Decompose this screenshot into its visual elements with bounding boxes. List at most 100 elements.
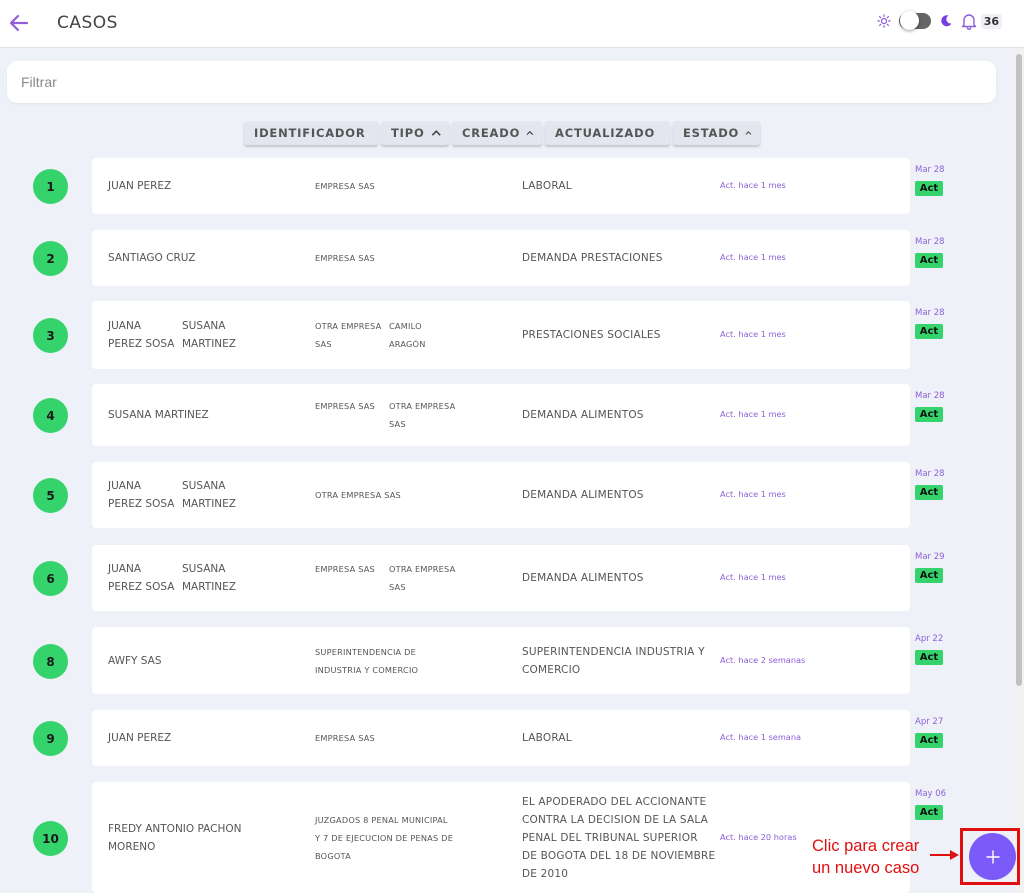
sort-label: ACTUALIZADO — [555, 126, 656, 140]
bell-icon[interactable] — [961, 12, 977, 30]
case-row: 9 JUAN PEREZ EMPRESA SAS LABORAL Act. hace 1… — [0, 710, 1000, 766]
case-card[interactable]: JUAN PEREZ EMPRESA SAS LABORAL Act. hace 1 … — [92, 158, 910, 214]
case-type: DEMANDA ALIMENTOS — [522, 569, 644, 587]
sort-label: CREADO — [462, 126, 521, 140]
notification-count-badge: 36 — [980, 13, 1002, 29]
case-company-line: OTRA EMPRESA — [389, 401, 456, 411]
case-card[interactable]: FREDY ANTONIO PACHON MORENO JUZGADOS 8 PEN… — [92, 782, 910, 893]
case-client-line: JUANA — [108, 320, 142, 332]
case-date: Mar 28 — [915, 469, 945, 479]
case-type-line: LABORAL — [522, 180, 572, 192]
status-badge[interactable]: Act — [915, 650, 943, 665]
case-type: PRESTACIONES SOCIALES — [522, 326, 661, 344]
case-row: 5 JUANA PEREZ SOSA SUSANA MARTINEZ OTRA EMPRE… — [0, 462, 1000, 528]
case-type-line: EL APODERADO DEL ACCIONANTE — [522, 796, 707, 808]
scrollbar[interactable] — [1014, 48, 1024, 893]
sort-tipo-button[interactable]: TIPO — [381, 121, 449, 145]
status-badge[interactable]: Act — [915, 181, 943, 196]
filter-input[interactable] — [7, 61, 996, 103]
sort-identificador-button[interactable]: IDENTIFICADOR — [244, 121, 378, 145]
status-badge[interactable]: Act — [915, 733, 943, 748]
case-number-badge[interactable]: 10 — [33, 821, 68, 856]
case-card[interactable]: JUAN PEREZ EMPRESA SAS LABORAL Act. hace 1 … — [92, 710, 910, 766]
case-type: LABORAL — [522, 729, 572, 747]
case-client-line: PEREZ SOSA — [108, 581, 175, 593]
case-card[interactable]: JUANA PEREZ SOSA SUSANA MARTINEZ EMPRESA SAS… — [92, 545, 910, 611]
case-date: Mar 28 — [915, 165, 945, 175]
case-company-line: SAS — [389, 582, 406, 592]
case-client-line: JUANA — [108, 563, 142, 575]
annotation-line-1: Clic para crear — [812, 837, 920, 855]
case-number-badge[interactable]: 5 — [33, 478, 68, 513]
case-type: LABORAL — [522, 177, 572, 195]
case-number-badge[interactable]: 1 — [33, 169, 68, 204]
case-company-line: OTRA EMPRESA — [389, 564, 456, 574]
case-client-line: SUSANA — [182, 563, 226, 575]
case-type-line: PRESTACIONES SOCIALES — [522, 329, 661, 341]
case-row: 3 JUANA PEREZ SOSA SUSANA MARTINEZ OTRA EMPRE… — [0, 301, 1000, 369]
status-badge[interactable]: Act — [915, 485, 943, 500]
case-date: Mar 28 — [915, 308, 945, 318]
chevron-up-icon — [745, 131, 752, 135]
case-client-line: SANTIAGO CRUZ — [108, 252, 196, 264]
case-number-badge[interactable]: 2 — [33, 241, 68, 276]
chevron-up-icon — [661, 132, 662, 134]
sort-creado-button[interactable]: CREADO — [452, 121, 542, 145]
sort-actualizado-button[interactable]: ACTUALIZADO — [545, 121, 670, 145]
case-number-badge[interactable]: 3 — [33, 318, 68, 353]
back-arrow-icon[interactable] — [8, 12, 30, 34]
case-company: OTRA EMPRESA SAS — [389, 397, 455, 433]
case-row: 6 JUANA PEREZ SOSA SUSANA MARTINEZ EMPRESA SA… — [0, 545, 1000, 611]
case-updated: Act. hace 2 semanas — [720, 655, 806, 665]
case-date: Apr 27 — [915, 717, 944, 727]
case-client: SUSANA MARTINEZ — [182, 317, 236, 353]
case-type: EL APODERADO DEL ACCIONANTE CONTRA LA DEC… — [522, 793, 715, 883]
case-card[interactable]: SANTIAGO CRUZ EMPRESA SAS DEMANDA PRESTACI… — [92, 230, 910, 286]
annotation-highlight-box — [960, 828, 1020, 885]
scrollbar-thumb[interactable] — [1016, 54, 1022, 686]
case-updated: Act. hace 1 mes — [720, 572, 786, 582]
case-updated: Act. hace 1 semana — [720, 732, 802, 742]
case-company: OTRA EMPRESA SAS — [389, 560, 455, 596]
case-card[interactable]: JUANA PEREZ SOSA SUSANA MARTINEZ OTRA EMPRES… — [92, 301, 910, 369]
case-type: DEMANDA PRESTACIONES — [522, 249, 663, 267]
case-row: 8 AWFY SAS SUPERINTENDENCIA DE INDUSTRIA Y … — [0, 627, 1000, 694]
case-client-line: SUSANA — [182, 480, 226, 492]
case-number-badge[interactable]: 9 — [33, 721, 68, 756]
case-type-line: PENAL DEL TRIBUNAL SUPERIOR — [522, 832, 698, 844]
case-client-line: PEREZ SOSA — [108, 498, 175, 510]
theme-toggle[interactable] — [898, 11, 931, 30]
case-company-line: INDUSTRIA Y COMERCIO — [315, 665, 419, 675]
case-number-badge[interactable]: 6 — [33, 561, 68, 596]
case-updated: Act. hace 1 mes — [720, 180, 786, 190]
case-number-badge[interactable]: 8 — [33, 644, 68, 679]
case-client-line: JUAN PEREZ — [108, 732, 172, 744]
case-client-line: MARTINEZ — [182, 338, 236, 350]
sort-estado-button[interactable]: ESTADO — [673, 121, 760, 145]
case-updated: Act. hace 1 mes — [720, 489, 786, 499]
top-bar: CASOS 36 — [0, 0, 1024, 48]
status-badge[interactable]: Act — [915, 568, 943, 583]
add-case-button[interactable] — [969, 833, 1016, 880]
case-company: JUZGADOS 8 PENAL MUNICIPAL Y 7 DE EJECUCI… — [315, 811, 453, 865]
status-badge[interactable]: Act — [915, 324, 943, 339]
status-badge[interactable]: Act — [915, 407, 943, 422]
case-number-badge[interactable]: 4 — [33, 398, 68, 433]
case-company-line: SAS — [315, 339, 332, 349]
status-badge[interactable]: Act — [915, 253, 943, 268]
sun-icon — [876, 14, 891, 28]
case-date: Apr 22 — [915, 634, 944, 644]
case-card[interactable]: JUANA PEREZ SOSA SUSANA MARTINEZ OTRA EMPRES… — [92, 462, 910, 528]
status-badge[interactable]: Act — [915, 805, 943, 820]
case-client-line: SUSANA — [182, 320, 226, 332]
annotation-line-2: un nuevo caso — [812, 859, 920, 877]
case-card[interactable]: SUSANA MARTINEZ EMPRESA SAS OTRA EMPRESA SA… — [92, 384, 910, 446]
case-company: OTRA EMPRESA SAS — [315, 486, 401, 504]
case-card[interactable]: AWFY SAS SUPERINTENDENCIA DE INDUSTRIA Y C… — [92, 627, 910, 694]
plus-icon — [985, 849, 1000, 864]
case-client-line: JUAN PEREZ — [108, 180, 172, 192]
case-client: SUSANA MARTINEZ — [182, 560, 236, 596]
sort-bar: IDENTIFICADOR TIPO CREADO ACTUALIZADO ESTADO — [244, 121, 760, 145]
chevron-up-icon — [431, 130, 441, 136]
case-client: SANTIAGO CRUZ — [108, 249, 195, 267]
